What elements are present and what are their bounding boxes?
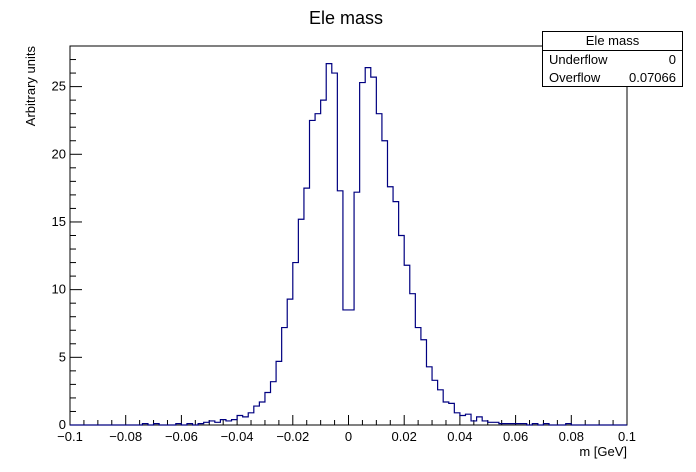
x-tick-label: 0.08 (559, 429, 584, 444)
stats-value: 0 (668, 52, 676, 67)
x-tick-label: −0.08 (109, 429, 142, 444)
y-tick-label: 5 (59, 349, 66, 364)
stats-row-overflow: Overflow 0.07066 (543, 69, 682, 87)
x-tick-label: 0.02 (392, 429, 417, 444)
x-axis: −0.1 −0.08 −0.06 −0.04 −0.02 0 0.02 0.04 0.06 0.0… (57, 415, 636, 444)
stats-title: Ele mass (543, 32, 682, 51)
x-tick-label: 0.04 (447, 429, 472, 444)
stats-row-underflow: Underflow 0 (543, 51, 682, 69)
y-axis: 0 5 10 15 20 25 (52, 59, 82, 432)
x-tick-label: 0.06 (503, 429, 528, 444)
y-tick-label: 0 (59, 417, 66, 432)
stats-box: Ele mass Underflow 0 Overflow 0.07066 (542, 31, 683, 87)
x-tick-label: 0 (345, 429, 352, 444)
plot-frame (69, 45, 628, 426)
x-tick-label: −0.02 (276, 429, 309, 444)
x-tick-label: −0.06 (165, 429, 198, 444)
y-tick-label: 15 (52, 214, 66, 229)
x-tick-label: −0.1 (57, 429, 83, 444)
y-tick-label: 10 (52, 282, 66, 297)
y-axis-label: Arbitrary units (23, 46, 38, 127)
stats-value: 0.07066 (629, 70, 676, 85)
y-tick-label: 25 (52, 79, 66, 94)
histogram-series (70, 63, 627, 426)
x-axis-label: m [GeV] (579, 444, 627, 459)
x-tick-label: −0.04 (221, 429, 254, 444)
stats-label: Overflow (549, 70, 601, 85)
chart-title: Ele mass (309, 8, 383, 28)
x-tick-label: 0.1 (618, 429, 636, 444)
y-tick-label: 20 (52, 146, 66, 161)
stats-label: Underflow (549, 52, 608, 67)
